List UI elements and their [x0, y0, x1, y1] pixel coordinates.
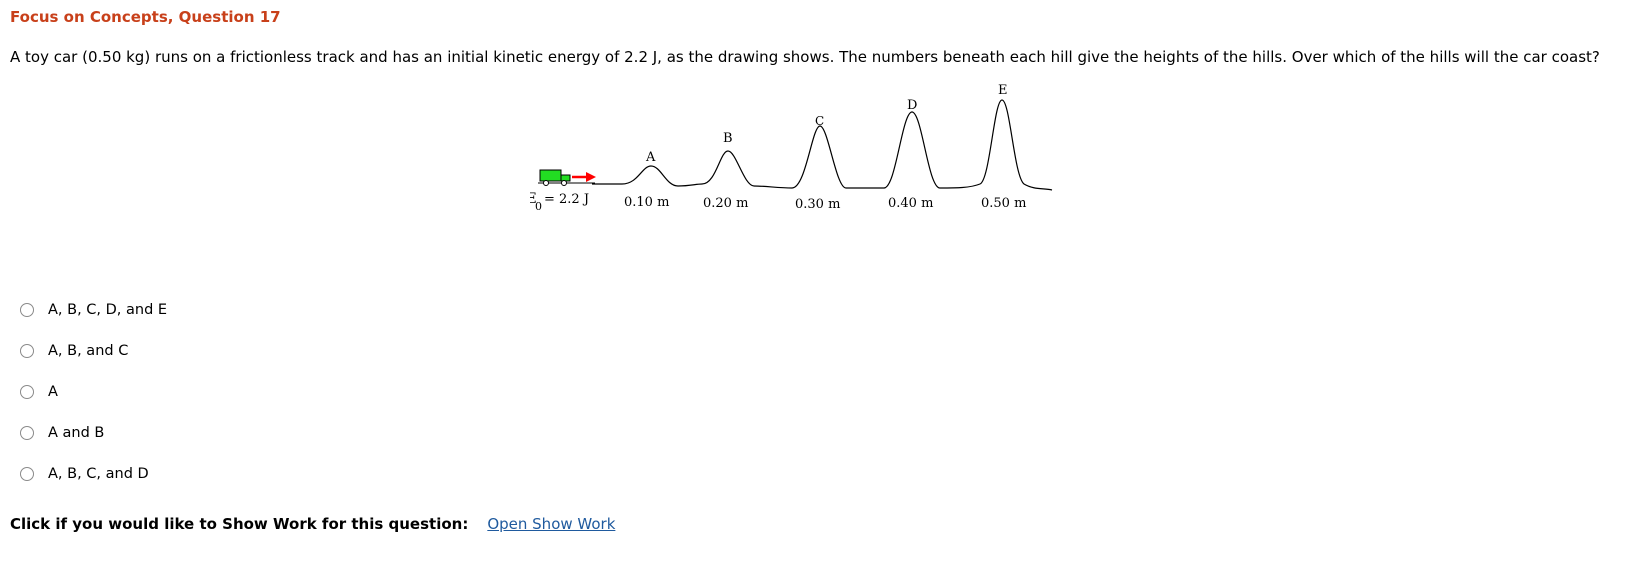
- question-text: A toy car (0.50 kg) runs on a frictionle…: [10, 48, 1600, 66]
- hill-height-d: 0.40 m: [888, 196, 933, 211]
- velocity-arrow-icon: [572, 172, 596, 182]
- hill-label-e: E: [998, 83, 1008, 98]
- radio-button[interactable]: [20, 467, 34, 481]
- answer-option-label: A, B, and C: [48, 343, 129, 359]
- radio-button[interactable]: [20, 303, 34, 317]
- hill-height-e: 0.50 m: [981, 196, 1026, 211]
- radio-button[interactable]: [20, 426, 34, 440]
- track-figure: KE 0 = 2.2 J A B C D E 0.10 m 0.20 m 0.3…: [530, 80, 1110, 230]
- answer-option-label: A and B: [48, 425, 105, 441]
- hill-height-c: 0.30 m: [795, 197, 840, 212]
- hill-height-b: 0.20 m: [703, 196, 748, 211]
- hill-label-d: D: [907, 98, 917, 113]
- toy-car-icon: [539, 169, 571, 186]
- hills-track: [592, 99, 1053, 191]
- show-work-prompt: Click if you would like to Show Work for…: [10, 515, 469, 533]
- show-work-row: Click if you would like to Show Work for…: [10, 515, 615, 533]
- hill-label-a: A: [645, 150, 656, 165]
- ke-value: = 2.2 J: [544, 192, 589, 207]
- ke-symbol: KE: [530, 191, 537, 207]
- ke-subscript: 0: [535, 200, 542, 213]
- hill-label-b: B: [723, 131, 733, 146]
- answer-options: A, B, C, D, and E A, B, and C A A and B …: [20, 300, 167, 505]
- answer-option-4[interactable]: A and B: [20, 423, 167, 443]
- radio-button[interactable]: [20, 385, 34, 399]
- answer-option-3[interactable]: A: [20, 382, 167, 402]
- answer-option-label: A, B, C, D, and E: [48, 302, 168, 318]
- answer-option-2[interactable]: A, B, and C: [20, 341, 167, 361]
- answer-option-1[interactable]: A, B, C, D, and E: [20, 300, 167, 320]
- answer-option-5[interactable]: A, B, C, and D: [20, 464, 167, 484]
- question-title: Focus on Concepts, Question 17: [10, 8, 281, 26]
- initial-kinetic-energy-label: KE 0 = 2.2 J: [530, 191, 589, 213]
- hill-height-a: 0.10 m: [624, 195, 669, 210]
- open-show-work-link[interactable]: Open Show Work: [487, 515, 616, 533]
- track-diagram: KE 0 = 2.2 J A B C D E 0.10 m 0.20 m 0.3…: [530, 83, 1053, 213]
- hill-label-c: C: [815, 114, 824, 128]
- radio-button[interactable]: [20, 344, 34, 358]
- answer-option-label: A: [48, 384, 58, 400]
- answer-option-label: A, B, C, and D: [48, 466, 149, 482]
